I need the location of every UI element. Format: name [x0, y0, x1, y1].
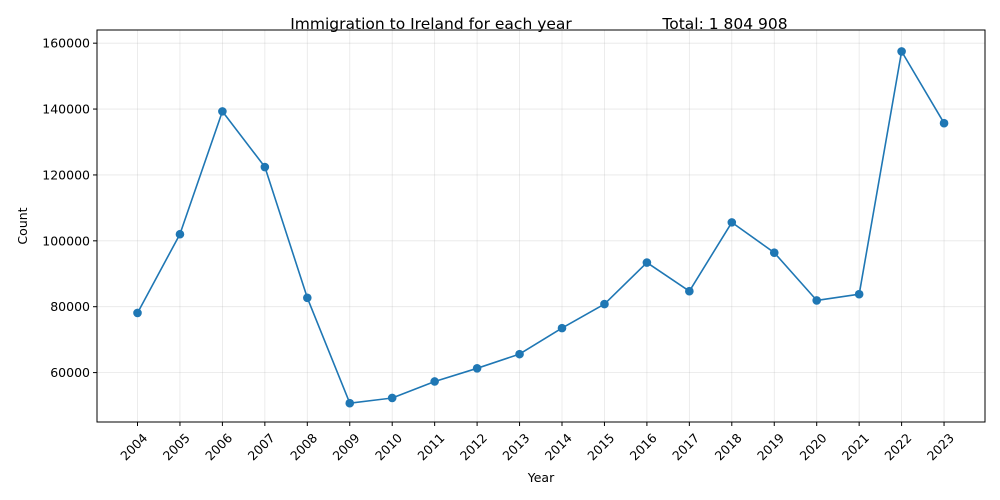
x-tick-label: 2007: [245, 430, 278, 463]
data-point: [727, 218, 737, 227]
data-point: [897, 47, 906, 56]
data-point: [430, 377, 439, 386]
y-axis-label: Count: [15, 207, 30, 244]
data-point: [939, 118, 949, 128]
data-point: [642, 258, 652, 267]
x-tick-label: 2016: [627, 430, 660, 463]
data-point: [557, 323, 567, 333]
data-point: [345, 398, 355, 408]
y-tick-label: 80000: [50, 299, 90, 314]
x-tick-label: 2012: [457, 430, 490, 463]
x-axis-label: Year: [527, 470, 555, 485]
chart-total: Total: 1 804 908: [661, 15, 787, 33]
x-tick-label: 2013: [499, 430, 532, 463]
data-point: [303, 293, 312, 303]
series-line: [136, 50, 945, 405]
chart-title: Immigration to Ireland for each year: [290, 15, 572, 33]
y-tick-label: 60000: [50, 365, 90, 380]
data-point: [812, 296, 821, 305]
data-point: [260, 162, 270, 172]
y-tick-label: 140000: [42, 102, 90, 117]
y-axis: 60000 80000 100000 120000 140000 160000: [42, 36, 97, 380]
x-tick-label: 2023: [924, 430, 957, 463]
data-point: [175, 229, 185, 239]
x-tick-label: 2018: [712, 430, 745, 463]
data-point: [769, 248, 779, 257]
x-tick-label: 2022: [881, 430, 914, 463]
x-axis: 2004 2005 2006 2007 2008 2009 2010 2011 2012 2013…: [117, 422, 957, 463]
x-tick-label: 2009: [330, 430, 363, 463]
x-tick-label: 2020: [797, 430, 830, 463]
x-tick-label: 2014: [542, 430, 575, 463]
y-tick-label: 160000: [42, 36, 90, 51]
y-tick-label: 120000: [42, 167, 90, 182]
data-point: [600, 299, 609, 309]
plot-frame: [96, 29, 986, 423]
data-point: [472, 364, 482, 373]
x-tick-label: 2010: [372, 430, 405, 463]
data-point: [685, 286, 694, 296]
data-point: [133, 308, 142, 318]
x-tick-label: 2011: [414, 430, 447, 463]
grid: [97, 30, 985, 422]
x-tick-label: 2004: [117, 430, 150, 463]
data-point: [515, 349, 524, 359]
x-tick-label: 2015: [584, 430, 617, 463]
y-tick-label: 100000: [42, 233, 90, 248]
x-tick-label: 2005: [160, 430, 193, 463]
x-tick-label: 2008: [287, 430, 320, 463]
x-tick-label: 2006: [202, 430, 235, 463]
data-point: [387, 393, 397, 403]
data-point: [218, 107, 227, 116]
data-point: [854, 289, 864, 299]
series-layer: [133, 47, 949, 408]
x-tick-label: 2017: [669, 430, 702, 463]
x-tick-label: 2021: [839, 430, 872, 463]
x-tick-label: 2019: [754, 430, 787, 463]
